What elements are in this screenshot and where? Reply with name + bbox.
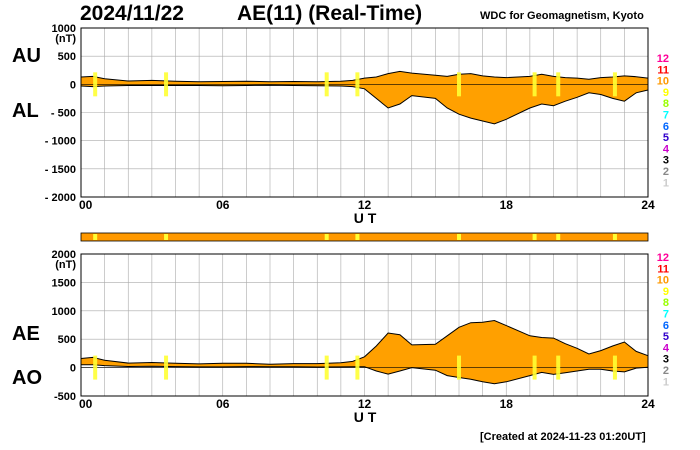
station-gap-marker bbox=[164, 72, 169, 97]
source-label: WDC for Geomagnetism, Kyoto bbox=[480, 10, 644, 22]
availability-gap-marker bbox=[457, 234, 461, 240]
plot-frame bbox=[80, 253, 649, 397]
index-label-ae: AE bbox=[12, 323, 40, 345]
station-number: 10 bbox=[657, 275, 669, 287]
station-number: 7 bbox=[663, 110, 669, 122]
x-tick-label: 12 bbox=[358, 198, 372, 212]
station-number: 9 bbox=[663, 286, 669, 298]
availability-gap-marker bbox=[612, 234, 617, 240]
station-gap-marker bbox=[612, 72, 617, 97]
station-gap-marker bbox=[355, 355, 360, 380]
station-gap-marker bbox=[532, 355, 537, 380]
y-tick-label: 1000 bbox=[52, 306, 76, 318]
station-number: 7 bbox=[663, 309, 669, 321]
index-label-al: AL bbox=[12, 100, 39, 122]
x-tick-label: 06 bbox=[216, 198, 230, 212]
series-line-au bbox=[80, 70, 649, 83]
index-label-au: AU bbox=[12, 45, 41, 67]
station-gap-marker bbox=[164, 355, 169, 380]
availability-gap-marker bbox=[324, 234, 329, 240]
panel-0: 1000 500 0 - 500 - 1000 - 1500 - 2000 (nT) 00 06 1… bbox=[12, 23, 670, 226]
y-tick-label: - 2000 bbox=[45, 192, 76, 204]
station-gap-marker bbox=[556, 355, 561, 380]
station-number: 2 bbox=[663, 166, 669, 178]
y-tick-label: 0 bbox=[70, 79, 76, 91]
station-number: 4 bbox=[663, 143, 670, 155]
x-tick-label: 06 bbox=[216, 397, 230, 411]
y-tick-label: 1500 bbox=[52, 277, 76, 289]
station-gap-marker bbox=[457, 355, 461, 380]
index-label-ao: AO bbox=[12, 367, 42, 389]
y-tick-label: 1000 bbox=[52, 23, 76, 35]
station-gap-marker bbox=[93, 355, 98, 380]
y-tick-label: 0 bbox=[70, 363, 76, 375]
station-gap-marker bbox=[532, 72, 537, 97]
plot-frame bbox=[80, 27, 649, 198]
station-number: 10 bbox=[657, 76, 669, 88]
station-gap-marker bbox=[556, 72, 561, 97]
availability-bar bbox=[80, 232, 649, 242]
x-tick-label: 12 bbox=[358, 397, 372, 411]
station-number: 12 bbox=[657, 53, 669, 65]
availability-gap-marker bbox=[355, 234, 360, 240]
series-line-ae bbox=[80, 319, 649, 365]
station-number: 3 bbox=[663, 354, 669, 366]
station-number: 12 bbox=[657, 252, 669, 264]
y-tick-label: 500 bbox=[58, 51, 76, 63]
station-gap-marker bbox=[612, 355, 617, 380]
station-number: 8 bbox=[663, 297, 669, 309]
x-axis-label: U T bbox=[354, 409, 377, 425]
station-number: 11 bbox=[657, 263, 669, 275]
station-gap-marker bbox=[93, 72, 98, 97]
series-line-al bbox=[80, 84, 649, 125]
station-gap-marker bbox=[324, 72, 329, 97]
station-gap-marker bbox=[355, 72, 360, 97]
y-tick-label: 500 bbox=[58, 334, 76, 346]
station-number: 9 bbox=[663, 87, 669, 99]
station-number: 1 bbox=[663, 177, 669, 189]
availability-gap-marker bbox=[93, 234, 98, 240]
x-axis-label: U T bbox=[354, 210, 377, 226]
station-gap-marker bbox=[324, 355, 329, 380]
y-tick-label: - 1500 bbox=[45, 164, 76, 176]
y-tick-label: - 1000 bbox=[45, 136, 76, 148]
station-number: 6 bbox=[663, 121, 669, 133]
chart-title: AE(11) (Real-Time) bbox=[237, 2, 423, 25]
y-tick-label: 2000 bbox=[52, 249, 76, 261]
station-gap-marker bbox=[457, 72, 461, 97]
station-number: 3 bbox=[663, 155, 669, 167]
station-number: 5 bbox=[663, 331, 669, 343]
station-availability-band bbox=[80, 232, 649, 242]
x-tick-label: 24 bbox=[641, 397, 655, 411]
station-number: 2 bbox=[663, 365, 669, 377]
station-number: 8 bbox=[663, 98, 669, 110]
x-tick-label: 00 bbox=[79, 397, 93, 411]
y-axis-unit-label: (nT) bbox=[55, 33, 76, 45]
station-number: 4 bbox=[663, 342, 670, 354]
series-area-ae bbox=[81, 320, 648, 384]
availability-gap-marker bbox=[556, 234, 561, 240]
station-number: 1 bbox=[663, 376, 669, 388]
station-number: 5 bbox=[663, 132, 669, 144]
station-number: 11 bbox=[657, 64, 669, 76]
y-tick-label: -500 bbox=[54, 391, 76, 403]
station-number: 6 bbox=[663, 320, 669, 332]
x-tick-label: 24 bbox=[641, 198, 655, 212]
x-tick-label: 00 bbox=[79, 198, 93, 212]
y-tick-label: - 500 bbox=[51, 108, 76, 120]
x-tick-label: 18 bbox=[500, 198, 514, 212]
created-timestamp: [Created at 2024-11-23 01:20UT] bbox=[480, 431, 646, 443]
date-label: 2024/11/22 bbox=[80, 2, 184, 25]
x-tick-label: 18 bbox=[500, 397, 514, 411]
availability-gap-marker bbox=[164, 234, 169, 240]
availability-gap-marker bbox=[532, 234, 537, 240]
y-axis-unit-label: (nT) bbox=[55, 259, 76, 271]
